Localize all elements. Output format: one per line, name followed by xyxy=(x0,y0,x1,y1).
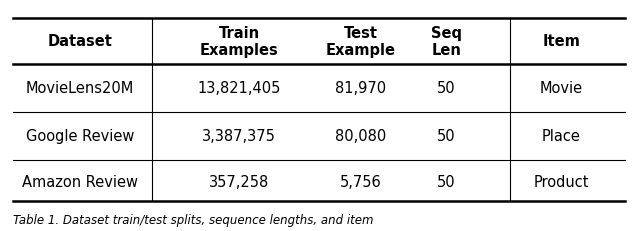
Text: 50: 50 xyxy=(437,81,456,96)
Text: MovieLens20M: MovieLens20M xyxy=(26,81,134,96)
Text: 357,258: 357,258 xyxy=(209,174,269,189)
Text: Item: Item xyxy=(542,34,581,49)
Text: 50: 50 xyxy=(437,128,456,143)
Text: 3,387,375: 3,387,375 xyxy=(202,128,276,143)
Text: 80,080: 80,080 xyxy=(335,128,386,143)
Text: 81,970: 81,970 xyxy=(335,81,386,96)
Text: 50: 50 xyxy=(437,174,456,189)
Text: Product: Product xyxy=(534,174,589,189)
Text: Test
Example: Test Example xyxy=(325,25,396,58)
Text: Place: Place xyxy=(542,128,581,143)
Text: Movie: Movie xyxy=(540,81,583,96)
Text: Google Review: Google Review xyxy=(26,128,134,143)
Text: 13,821,405: 13,821,405 xyxy=(198,81,281,96)
Text: Dataset: Dataset xyxy=(47,34,112,49)
Text: Table 1. Dataset train/test splits, sequence lengths, and item: Table 1. Dataset train/test splits, sequ… xyxy=(13,213,373,226)
Text: Train
Examples: Train Examples xyxy=(200,25,279,58)
Text: Seq
Len: Seq Len xyxy=(431,25,462,58)
Text: Amazon Review: Amazon Review xyxy=(22,174,138,189)
Text: 5,756: 5,756 xyxy=(339,174,382,189)
